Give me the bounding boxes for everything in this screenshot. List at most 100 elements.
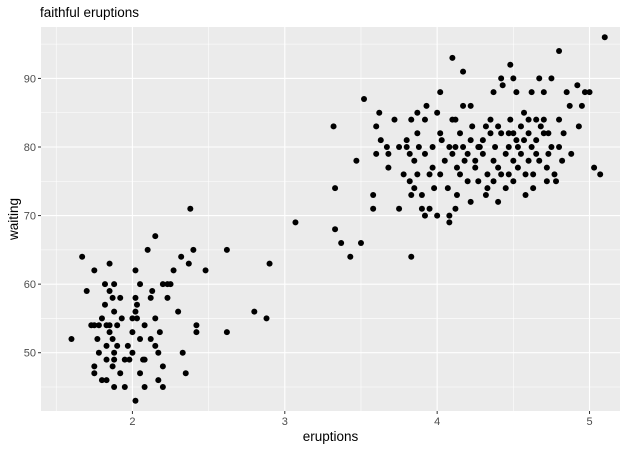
data-point <box>109 363 116 370</box>
data-point <box>522 171 529 178</box>
data-point <box>568 150 575 157</box>
data-point <box>492 144 499 150</box>
data-point <box>513 89 520 96</box>
data-point <box>91 370 98 377</box>
data-point <box>144 246 151 253</box>
data-point <box>103 377 110 384</box>
data-point <box>502 185 509 192</box>
data-point <box>141 356 148 363</box>
data-point <box>98 377 105 384</box>
data-point <box>475 178 482 185</box>
data-point <box>566 102 573 109</box>
data-point <box>513 137 520 144</box>
data-point <box>117 370 124 377</box>
data-point <box>434 109 441 116</box>
data-point <box>551 171 558 178</box>
data-point <box>152 233 159 240</box>
data-point <box>101 301 108 308</box>
data-point <box>543 178 550 185</box>
x-axis-title: eruptions <box>303 429 359 444</box>
data-point <box>418 192 425 198</box>
data-point <box>83 288 90 294</box>
y-tick-label: 90 <box>24 73 36 85</box>
data-point <box>545 130 552 137</box>
data-point <box>452 205 459 212</box>
data-point <box>446 212 453 219</box>
data-point <box>528 144 535 150</box>
data-point <box>434 212 441 219</box>
data-point <box>408 116 415 123</box>
data-point <box>533 150 540 157</box>
data-point <box>597 171 604 178</box>
data-point <box>460 102 467 109</box>
data-point <box>525 157 532 164</box>
data-point <box>109 336 116 342</box>
data-point <box>91 267 98 274</box>
data-point <box>111 384 118 390</box>
data-point <box>426 205 433 212</box>
data-point <box>132 308 139 315</box>
data-point <box>464 150 471 157</box>
data-point <box>437 89 444 96</box>
data-point <box>591 164 598 171</box>
data-point <box>357 240 364 246</box>
data-point <box>514 164 521 171</box>
data-point <box>106 288 113 294</box>
data-point <box>495 198 502 205</box>
y-tick-label: 50 <box>24 348 36 360</box>
data-point <box>396 205 403 212</box>
data-point <box>438 137 445 144</box>
data-point <box>156 329 163 336</box>
data-point <box>385 164 392 171</box>
data-point <box>129 329 136 336</box>
data-point <box>505 171 512 178</box>
data-point <box>426 171 433 178</box>
data-point <box>103 342 110 349</box>
data-point <box>223 329 230 336</box>
data-point <box>464 178 471 185</box>
data-point <box>487 116 494 123</box>
data-point <box>484 171 491 178</box>
data-point <box>111 356 118 363</box>
data-point <box>132 267 139 274</box>
data-point <box>155 377 162 384</box>
data-point <box>457 171 464 178</box>
data-point <box>411 157 418 164</box>
data-point <box>202 267 209 274</box>
data-point <box>266 260 273 267</box>
x-tick-label: 5 <box>586 416 592 428</box>
data-point <box>540 89 547 96</box>
data-point <box>502 150 509 157</box>
data-point <box>536 157 543 164</box>
y-axis-title: waiting <box>6 198 21 241</box>
data-point <box>263 315 270 322</box>
data-point <box>495 123 502 130</box>
data-point <box>383 144 390 150</box>
data-point <box>556 144 563 150</box>
data-point <box>332 226 339 233</box>
data-point <box>563 89 570 96</box>
data-point <box>467 137 474 144</box>
x-tick-label: 4 <box>434 416 440 428</box>
data-point <box>133 301 140 308</box>
data-point <box>414 109 421 116</box>
data-point <box>467 198 474 205</box>
data-point <box>421 212 428 219</box>
data-point <box>406 150 413 157</box>
data-point <box>476 144 483 150</box>
data-point <box>586 89 593 96</box>
data-point <box>106 322 113 329</box>
data-point <box>79 253 86 260</box>
data-point <box>106 260 113 267</box>
data-point <box>472 157 479 164</box>
data-point <box>347 253 354 260</box>
data-point <box>530 185 537 192</box>
data-point <box>507 61 514 68</box>
data-point <box>469 123 476 130</box>
data-point <box>193 322 200 329</box>
data-point <box>505 130 512 137</box>
data-point <box>114 342 121 349</box>
data-point <box>460 144 467 150</box>
data-point <box>540 130 547 137</box>
data-point <box>540 116 547 123</box>
